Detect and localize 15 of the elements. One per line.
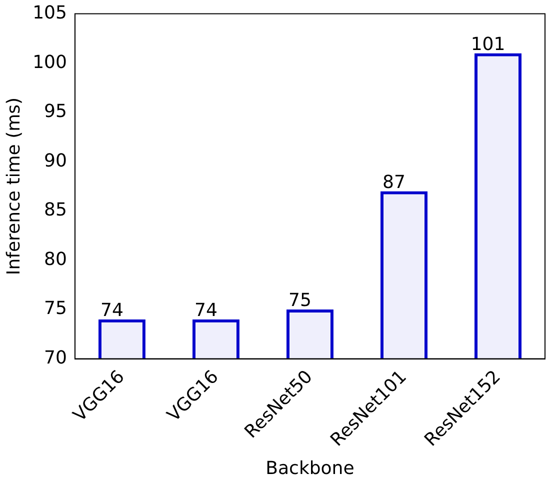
y-tick-label: 100 bbox=[32, 52, 67, 73]
y-tick-label: 75 bbox=[44, 298, 67, 320]
data-label: 74 bbox=[194, 300, 218, 322]
data-label: 74 bbox=[100, 300, 124, 322]
y-tick-label: 95 bbox=[44, 101, 67, 122]
data-label: 87 bbox=[382, 172, 406, 193]
y-tick-label: 90 bbox=[44, 150, 67, 172]
data-label: 75 bbox=[288, 290, 312, 312]
y-tick-label: 80 bbox=[44, 248, 67, 270]
y-axis-title: Inference time (ms) bbox=[3, 97, 24, 276]
data-label: 101 bbox=[470, 34, 506, 55]
y-tick-label: 70 bbox=[44, 347, 67, 368]
x-axis-title: Backbone bbox=[266, 458, 354, 479]
y-tick-label: 85 bbox=[44, 200, 67, 221]
y-tick-label: 105 bbox=[32, 2, 67, 24]
